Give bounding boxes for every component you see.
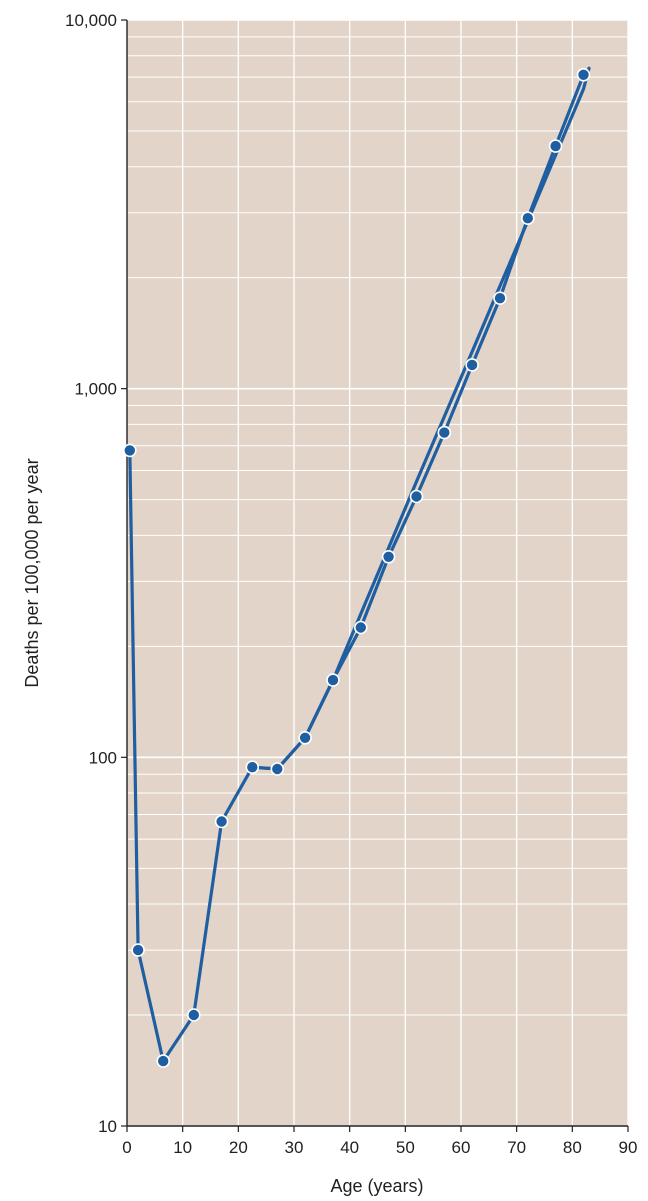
x-tick-label: 30 <box>285 1138 304 1157</box>
data-point <box>270 762 285 776</box>
x-tick-label: 90 <box>619 1138 638 1157</box>
data-point <box>298 730 312 745</box>
data-point <box>381 549 396 564</box>
y-axis-label: Deaths per 100,000 per year <box>22 458 42 687</box>
data-point <box>437 425 452 440</box>
data-point <box>245 760 260 775</box>
major-grid <box>126 19 629 1127</box>
x-tick-label: 70 <box>507 1138 526 1157</box>
x-tick-labels: 0 10 20 30 40 50 60 70 80 90 <box>122 1138 637 1157</box>
x-tick-label: 0 <box>122 1138 131 1157</box>
data-point <box>326 673 340 687</box>
series-points <box>123 68 591 1068</box>
y-tick-label: 1,000 <box>74 380 117 399</box>
data-line <box>128 73 586 1063</box>
data-point <box>156 1054 170 1068</box>
x-tick-label: 80 <box>563 1138 582 1157</box>
data-point <box>548 139 563 153</box>
data-point <box>131 943 145 957</box>
x-tick-label: 20 <box>229 1138 248 1157</box>
x-axis-label: Age (years) <box>330 1176 423 1196</box>
data-point <box>493 291 507 306</box>
data-point <box>187 1008 201 1022</box>
series-lines <box>128 66 591 1063</box>
axes <box>121 19 629 1132</box>
y-tick-label: 10,000 <box>65 11 117 30</box>
x-tick-label: 50 <box>396 1138 415 1157</box>
trend-line <box>250 66 591 771</box>
x-tick-label: 40 <box>340 1138 359 1157</box>
data-point <box>520 211 535 225</box>
data-point <box>576 68 591 82</box>
data-point <box>214 814 229 829</box>
y-tick-label: 100 <box>89 748 117 767</box>
y-tick-label: 10 <box>98 1117 117 1136</box>
y-tick-labels: 10 100 1,000 10,000 <box>65 11 117 1136</box>
data-point <box>353 620 368 635</box>
x-tick-label: 10 <box>173 1138 192 1157</box>
data-point <box>123 443 137 458</box>
x-tick-label: 60 <box>452 1138 471 1157</box>
data-point <box>465 358 479 372</box>
data-point <box>409 489 424 504</box>
